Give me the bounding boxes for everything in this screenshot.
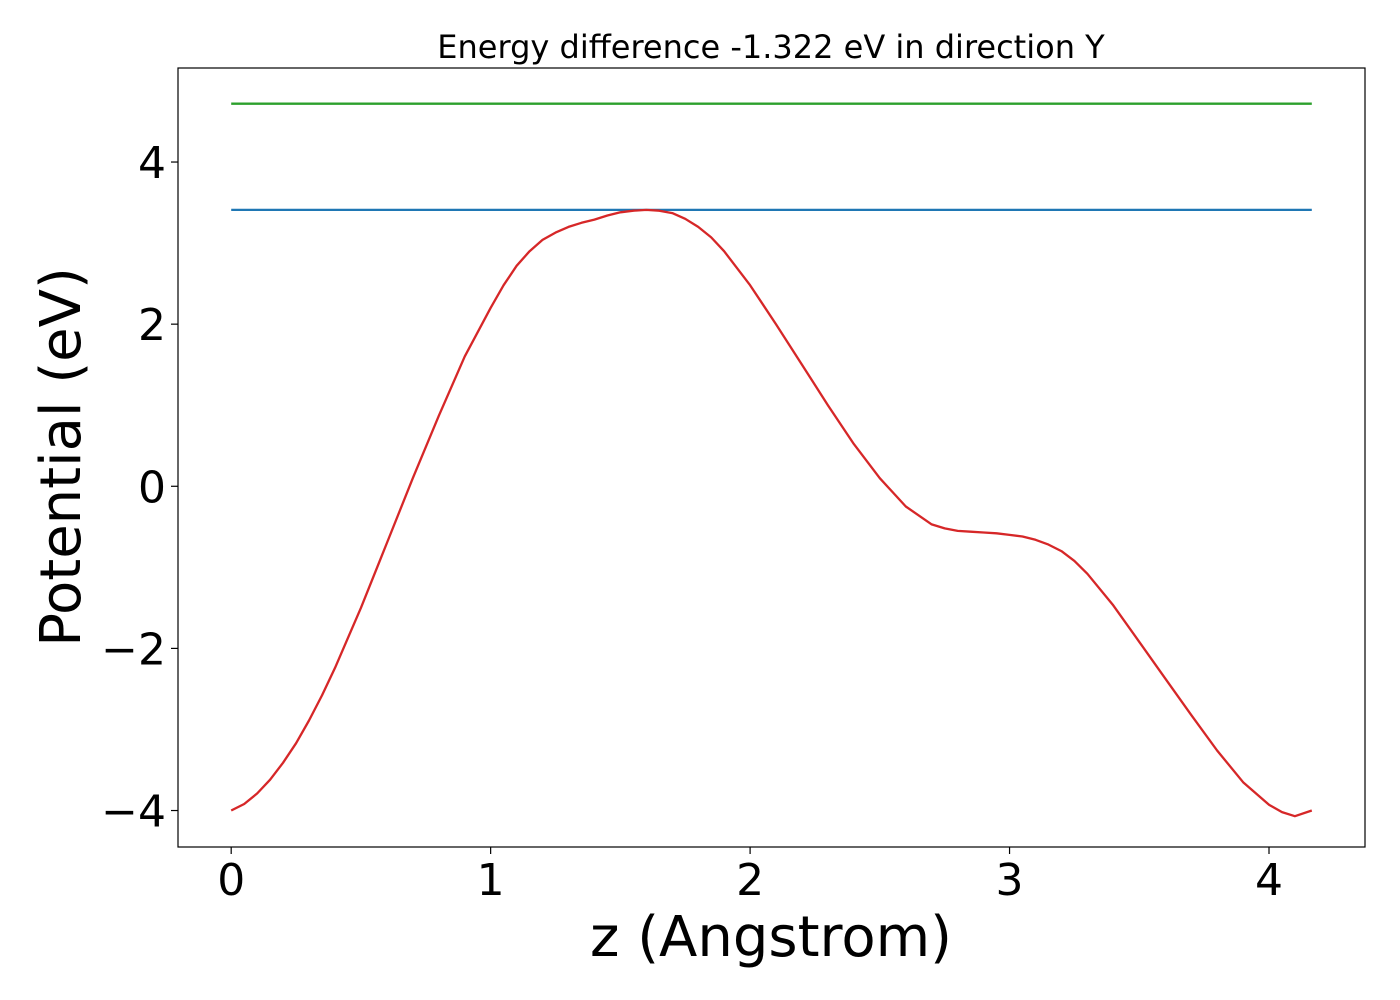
plot-frame (177, 67, 1366, 848)
x-axis-ticks: 0 1 2 3 4 (217, 847, 1283, 906)
y-tick-label-4: 4 (138, 138, 166, 189)
x-tick-label-2: 2 (736, 855, 764, 906)
x-axis-label: z (Angstrom) (590, 905, 952, 970)
y-tick-label-0: −4 (101, 787, 166, 838)
y-axis-ticks: −4 −2 0 2 4 (101, 138, 178, 838)
x-tick-label-4: 4 (1255, 855, 1283, 906)
plot-series (230, 102, 1313, 818)
y-tick-label-3: 2 (138, 300, 166, 351)
chart-title: Energy difference -1.322 eV in direction… (437, 28, 1105, 66)
y-axis-label: Potential (eV) (29, 267, 94, 647)
x-tick-label-0: 0 (217, 855, 245, 906)
x-tick-label-3: 3 (996, 855, 1024, 906)
y-tick-label-1: −2 (101, 624, 166, 675)
y-tick-label-2: 0 (138, 462, 166, 513)
x-tick-label-1: 1 (477, 855, 505, 906)
series-line-2 (230, 208, 1313, 818)
